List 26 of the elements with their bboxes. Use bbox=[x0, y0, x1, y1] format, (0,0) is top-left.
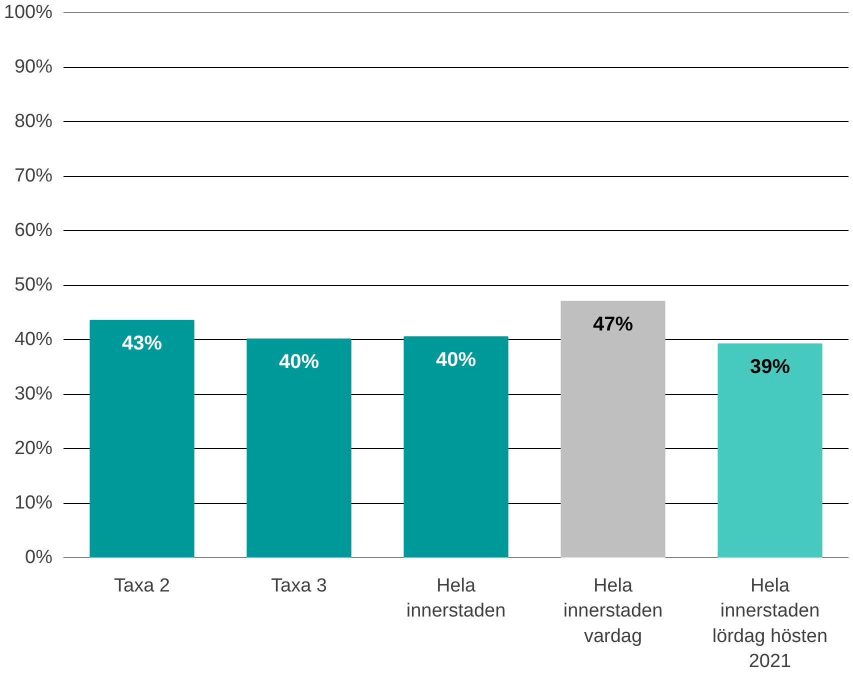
y-tick-label: 20% bbox=[14, 438, 53, 459]
bar bbox=[560, 300, 666, 558]
y-tick-label: 100% bbox=[4, 2, 53, 23]
y-tick-label: 60% bbox=[14, 220, 53, 241]
data-label: 39% bbox=[750, 356, 790, 378]
x-tick-label: Taxa 2 bbox=[114, 576, 170, 596]
y-tick-label: 40% bbox=[14, 329, 53, 350]
x-tick-label: Hela innerstaden vardag bbox=[563, 576, 663, 647]
data-label: 40% bbox=[436, 348, 476, 371]
bar bbox=[246, 338, 352, 558]
x-tick-label: Taxa 3 bbox=[271, 576, 327, 596]
bar bbox=[404, 336, 508, 558]
bar bbox=[90, 320, 194, 558]
y-tick-label: 10% bbox=[14, 492, 53, 514]
data-label: 43% bbox=[122, 332, 162, 354]
x-tick-label: Hela innerstaden lördag hösten 2021 bbox=[712, 576, 828, 672]
x-tick-label: Hela innerstaden bbox=[406, 576, 506, 622]
y-tick-label: 90% bbox=[14, 56, 53, 78]
y-tick-label: 70% bbox=[14, 166, 53, 186]
y-tick-label: 30% bbox=[14, 384, 53, 404]
y-tick-label: 50% bbox=[14, 274, 53, 296]
y-tick-label: 0% bbox=[25, 547, 53, 568]
data-label: 40% bbox=[278, 350, 320, 373]
y-tick-label: 80% bbox=[14, 111, 53, 132]
data-label: 47% bbox=[592, 313, 634, 336]
bar bbox=[718, 343, 822, 558]
